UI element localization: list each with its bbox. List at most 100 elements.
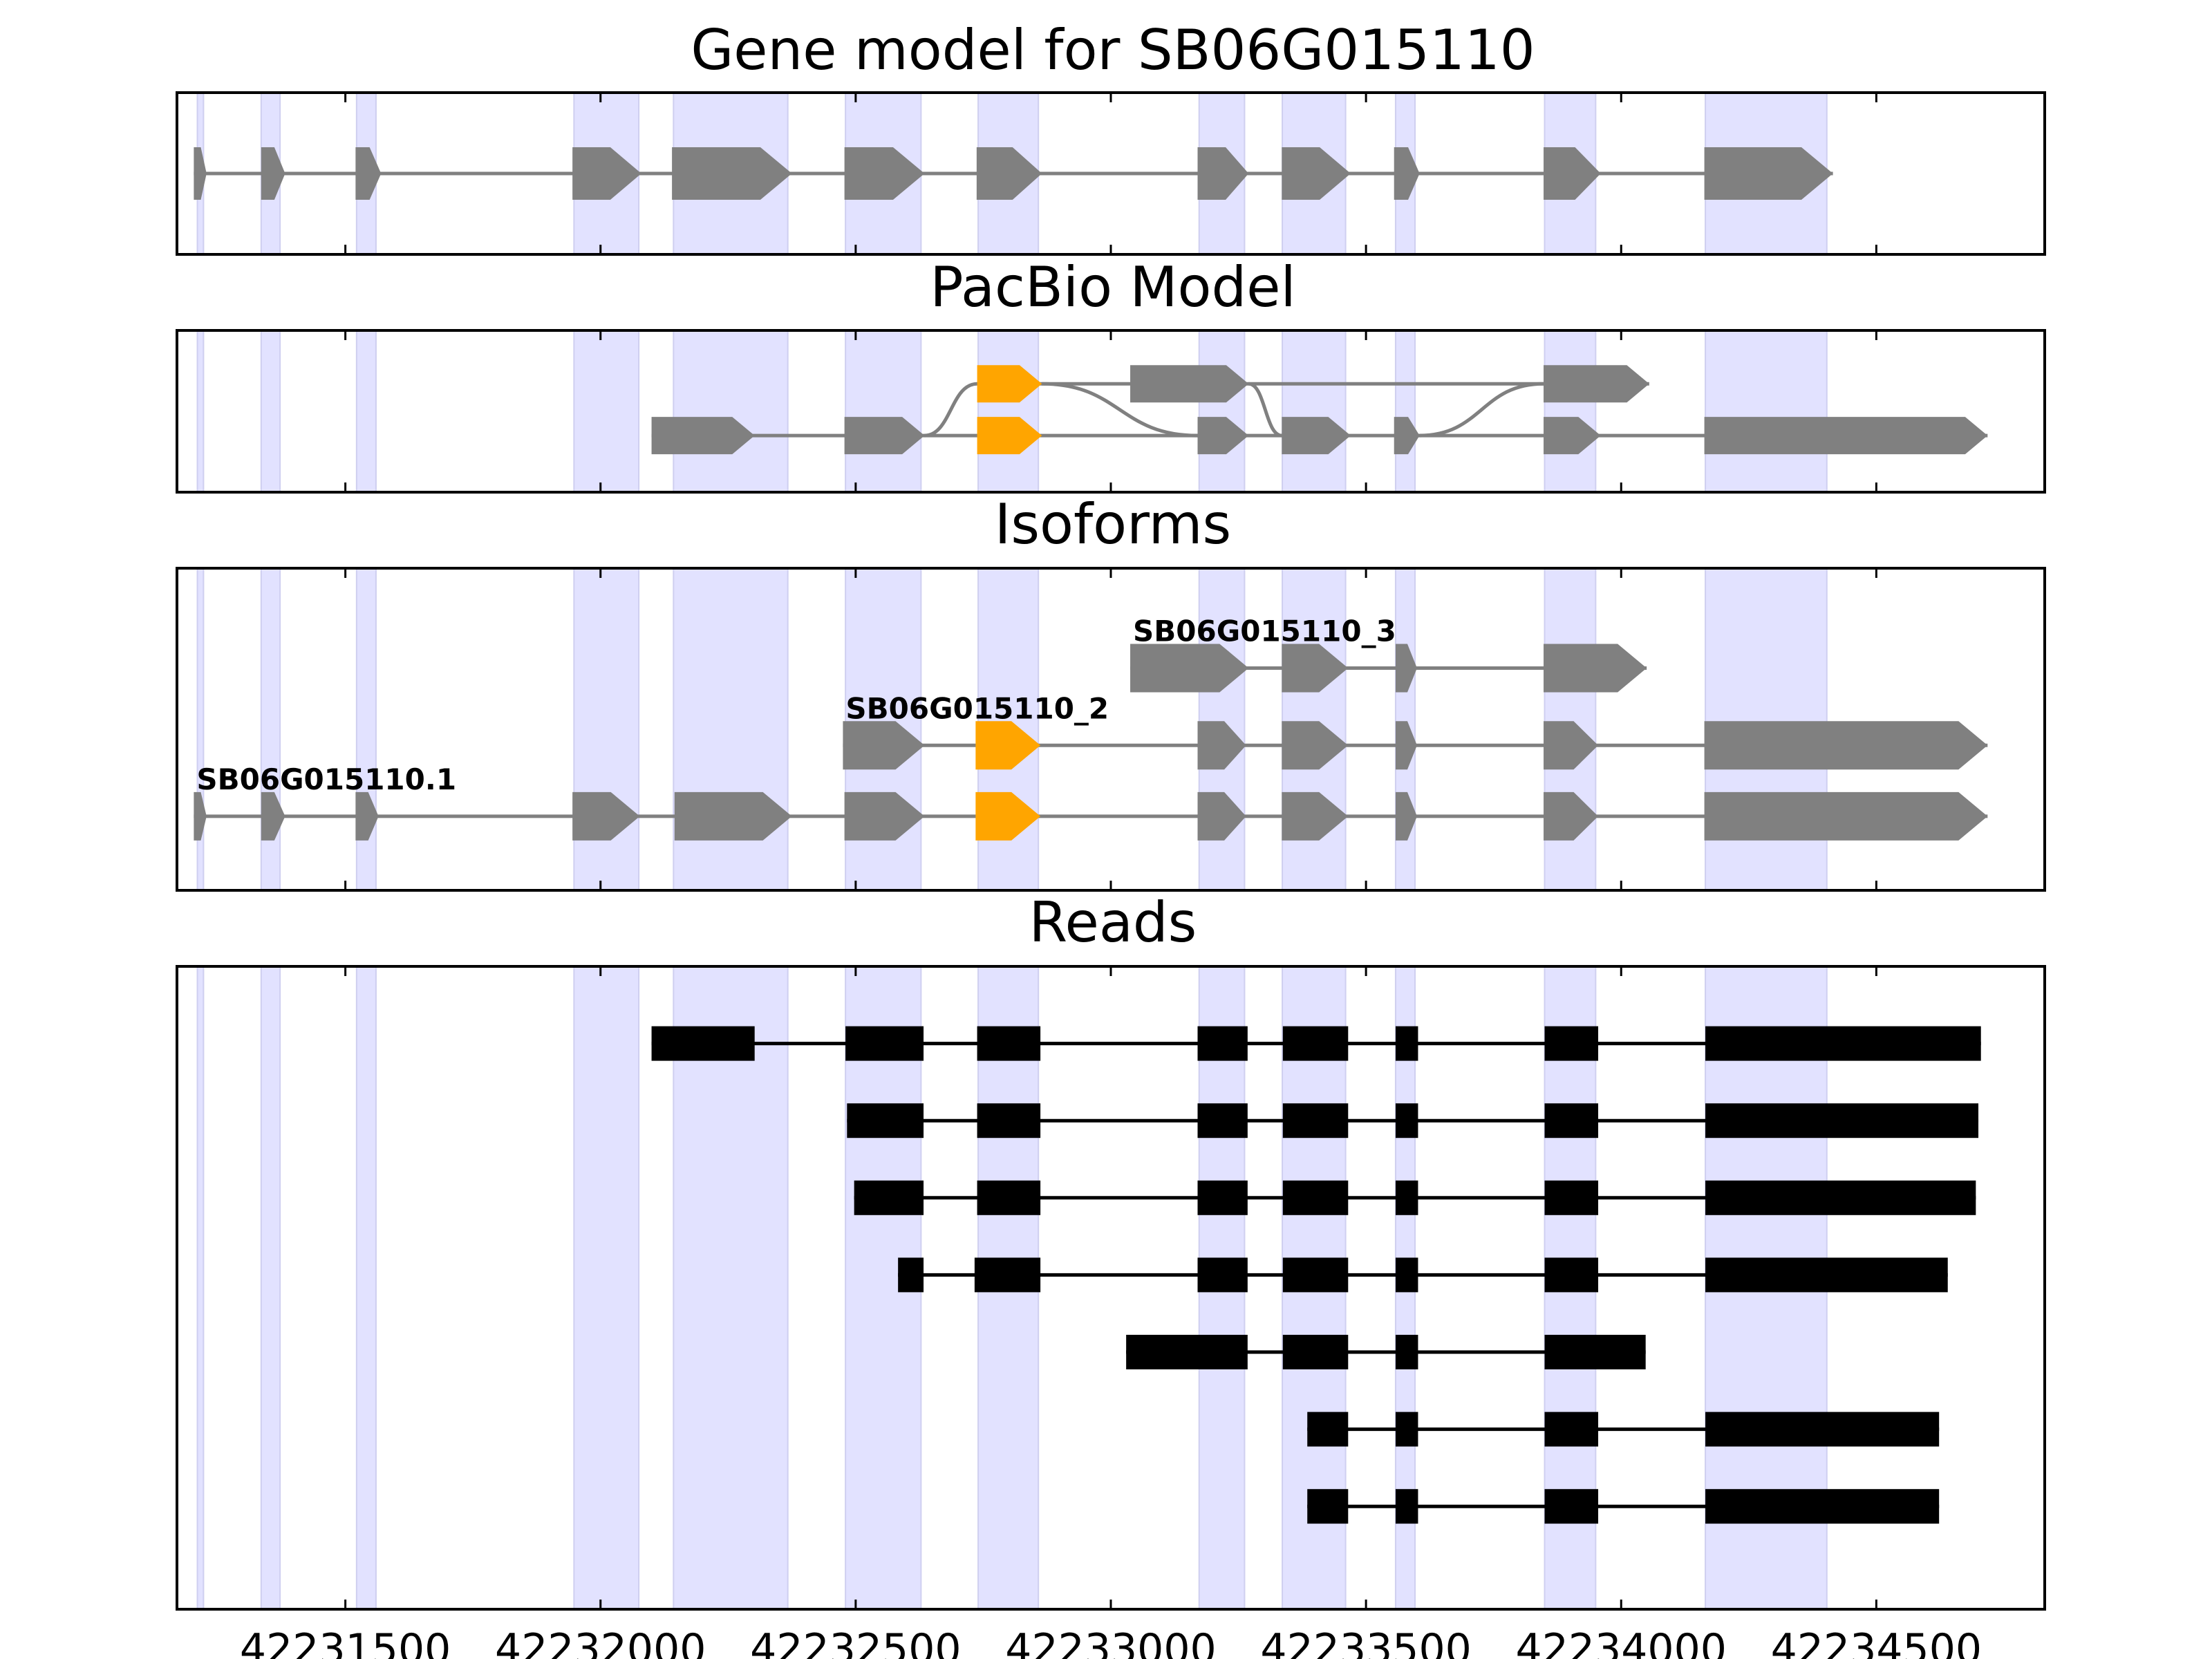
shaded-exon-region [196,966,205,1610]
read-block [1197,1257,1248,1293]
read-block [847,1103,924,1138]
exon [1282,417,1351,455]
exon [1544,644,1647,693]
shaded-exon-region [355,966,377,1610]
splice-connector [924,382,977,438]
read-block [1544,1026,1599,1061]
gene-model-panel: Gene model for SB06G015110 [176,18,2046,256]
exon [1544,147,1601,200]
exon [1395,644,1417,693]
shaded-exon-region [260,966,281,1610]
exon [1197,147,1249,200]
splice-connector [1042,382,1198,438]
exon [1197,417,1249,455]
shaded-exon-region [573,966,640,1610]
shaded-exon-region [355,568,377,891]
exon [572,791,640,841]
exon [1282,147,1351,200]
shaded-exon-region [673,568,789,891]
read-block [1544,1103,1599,1138]
read-block [1705,1180,1976,1215]
exon [844,417,925,455]
exon [1394,147,1420,200]
exon [1544,417,1601,455]
exon [843,721,925,770]
shaded-exon-region [845,330,922,493]
read-block [1282,1180,1349,1215]
read-block [1197,1026,1248,1061]
isoform-label: SB06G015110_2 [845,691,1109,725]
shaded-exon-region [673,966,789,1610]
shaded-exon-region [1198,330,1246,493]
exon [1704,147,1833,200]
exon [844,147,925,200]
exon [1395,721,1417,770]
read-block [1395,1257,1418,1293]
exon [1282,721,1349,770]
read-block [1395,1412,1418,1447]
x-tick-label: 42232500 [750,1625,961,1659]
exon-highlighted [975,721,1041,770]
exon [572,147,641,200]
read-block [1282,1257,1349,1293]
read-block [1544,1257,1599,1293]
exon [1544,365,1649,403]
x-tick-label: 42232000 [495,1625,706,1659]
exon [355,791,379,841]
exon-highlighted [977,417,1042,455]
isoform-label: SB06G015110.1 [196,762,456,796]
exon [1197,721,1246,770]
exon [1704,721,1988,770]
read-block [1395,1489,1418,1524]
shaded-exon-region [977,330,1040,493]
exon [976,147,1042,200]
panel-title-gene-model: Gene model for SB06G015110 [691,18,1535,82]
read-block [977,1103,1041,1138]
shaded-exon-region [1394,330,1416,493]
panel-frame [176,329,2046,494]
read-block [1395,1026,1418,1061]
read-block [1197,1103,1248,1138]
panel-title-reads: Reads [1029,890,1197,955]
read-block [1705,1026,1981,1061]
read-block [1307,1412,1349,1447]
panel-frame [176,567,2046,892]
read-block [1544,1180,1599,1215]
read-block [898,1257,924,1293]
exon [674,791,792,841]
read-block [1544,1489,1599,1524]
plot-area: SB06G015110_3 SB06G015110_2 SB06G015110.1 [194,568,1988,891]
read-block [854,1180,924,1215]
plot-area [196,966,1981,1610]
read-block [977,1026,1041,1061]
exon [194,791,207,841]
read-block [651,1026,755,1061]
plot-area [194,92,1833,255]
shaded-exon-region [260,330,281,493]
exon [1544,791,1599,841]
read-block [1395,1103,1418,1138]
shaded-exon-region [573,330,640,493]
shaded-exon-region [196,568,205,891]
read-block [1395,1335,1418,1369]
isoform-label: SB06G015110_3 [1133,614,1396,648]
x-axis: 42231500 42232000 42232500 42233000 42233500… [240,1625,1982,1659]
exon [1130,644,1249,693]
read-block [1395,1180,1418,1215]
shaded-exon-region [355,330,377,493]
read-block [1282,1026,1349,1061]
read-block [1126,1335,1248,1369]
x-tick-label: 42234000 [1516,1625,1727,1659]
read-block [977,1180,1041,1215]
exon [355,147,382,200]
exon [651,417,755,455]
exon [194,147,207,200]
shaded-exon-region [673,330,789,493]
splice-connector [1419,382,1544,438]
shaded-exon-region [1282,330,1347,493]
splice-connector [1248,382,1282,438]
x-tick-label: 42231500 [240,1625,451,1659]
exon [1704,417,1988,455]
exon [1282,791,1349,841]
